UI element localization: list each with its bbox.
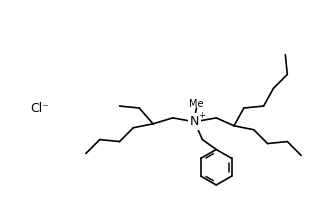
Text: +: + [198, 111, 205, 120]
Text: N: N [190, 115, 199, 128]
Text: Me: Me [189, 99, 204, 109]
Text: Cl⁻: Cl⁻ [30, 102, 49, 115]
